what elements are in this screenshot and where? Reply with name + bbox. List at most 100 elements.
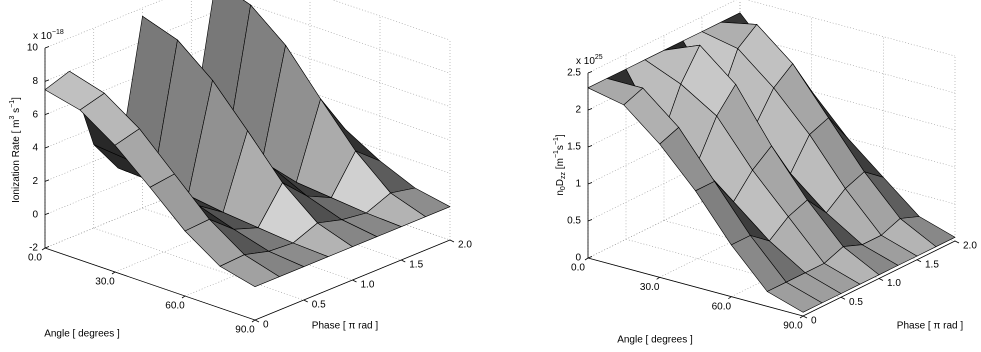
x-axis-label: Angle [ degrees ] [617,335,693,346]
axis-exponent: x 1025 [576,54,603,66]
x-axis [587,257,804,317]
tick-mark [916,259,922,263]
grid-line [239,1,451,74]
tick-mark [587,108,593,111]
z-tick-label: 1.5 [567,142,581,153]
y-tick-label: 0.5 [312,300,326,311]
tick-mark [587,182,593,185]
grid-line [625,238,842,298]
x-tick-label: 90.0 [783,321,803,332]
label-sup: 25 [595,54,603,61]
axis-exponent: x 10−18 [33,29,64,41]
z-tick-label: 6 [32,109,38,120]
label-part: ] [11,97,22,100]
label-part: ] [555,134,566,137]
grid-line [44,0,163,49]
y-tick-label: 2.0 [458,240,472,251]
label-sup: −18 [52,29,64,36]
tick-mark [799,315,804,319]
label-part: D [555,179,566,186]
grid-line [332,0,451,41]
x-tick-label: 0.0 [28,253,42,264]
tick-mark [41,247,46,251]
z-tick-label: 2.5 [567,68,581,79]
x-tick-label: 90.0 [235,325,255,336]
z-tick-label: 1 [575,179,581,190]
tick-mark [44,146,50,149]
x-tick-label: 30.0 [95,277,115,288]
tick-mark [878,278,884,281]
z-axis-label: n0Dzz [m−1s−1] [553,134,567,196]
tick-mark [352,279,357,283]
label-part: x 10 [576,56,595,67]
tick-mark [656,277,660,280]
y-axis-label: Phase [ π rad ] [897,321,964,332]
tick-mark [44,212,50,216]
z-tick-label: 10 [27,43,39,54]
label-part: [m [555,158,566,172]
tick-mark [802,315,808,319]
surface-cell [219,254,280,288]
y-tick-label: 1.5 [925,259,939,270]
label-sup: −1 [553,137,560,145]
tick-mark [44,112,50,116]
z-tick-label: 4 [32,143,38,154]
y-tick-label: 1.0 [887,278,901,289]
tick-mark [251,319,256,323]
x-tick-label: 0.0 [571,263,585,274]
tick-mark [587,145,593,148]
z-tick-label: 0 [32,209,38,220]
label-part: s [11,108,22,116]
tick-mark [449,239,455,243]
x-axis-label: Angle [ degrees ] [44,329,120,340]
z-tick-label: 8 [32,76,38,87]
y-tick-label: 1.5 [409,260,423,271]
tick-mark [181,295,186,299]
grid-line [739,34,956,94]
grid-line [587,0,737,74]
label-sup: −1 [553,150,560,158]
tick-mark [840,296,846,300]
x-tick-label: 30.0 [640,282,660,293]
tick-mark [954,240,960,244]
label-part: n [555,190,566,196]
tick-mark [44,179,50,182]
tick-mark [587,71,593,74]
label-part: x 10 [33,31,52,42]
tick-mark [254,319,260,323]
z-tick-label: -2 [29,243,38,254]
x-tick-label: 60.0 [165,301,185,312]
tick-mark [111,271,116,275]
y-tick-label: 0.5 [849,297,863,308]
grid-line [739,71,956,131]
z-tick-label: 2 [32,176,38,187]
tick-mark [401,259,406,263]
y-tick-label: 0 [263,320,269,331]
tick-mark [44,79,50,82]
z-tick-label: 2 [575,105,581,116]
label-part: s [555,145,566,150]
tick-mark [728,296,732,299]
x-axis [44,247,256,321]
grid-line [746,0,956,57]
label-sub: 0 [560,186,567,190]
y-tick-label: 1.0 [361,280,375,291]
tick-mark [587,256,593,259]
y-tick-label: 2.0 [963,241,977,252]
grid-line [93,227,304,301]
y-axis-label: Phase [ π rad ] [312,321,379,332]
surface-cell [766,281,823,313]
tick-mark [587,219,593,222]
tick-mark [303,299,308,303]
z-axis-label: Ionization Rate [ m3 s−1] [9,97,21,203]
label-sub: zz [560,171,567,179]
z-tick-label: 0.5 [567,216,581,227]
x-tick-label: 60.0 [712,301,732,312]
tick-mark [584,257,589,261]
label-sup: −1 [9,100,16,108]
label-sup: 3 [9,116,16,120]
label-part: Ionization Rate [ m [11,120,22,203]
y-tick-label: 0 [811,316,817,327]
tick-mark [44,46,50,49]
